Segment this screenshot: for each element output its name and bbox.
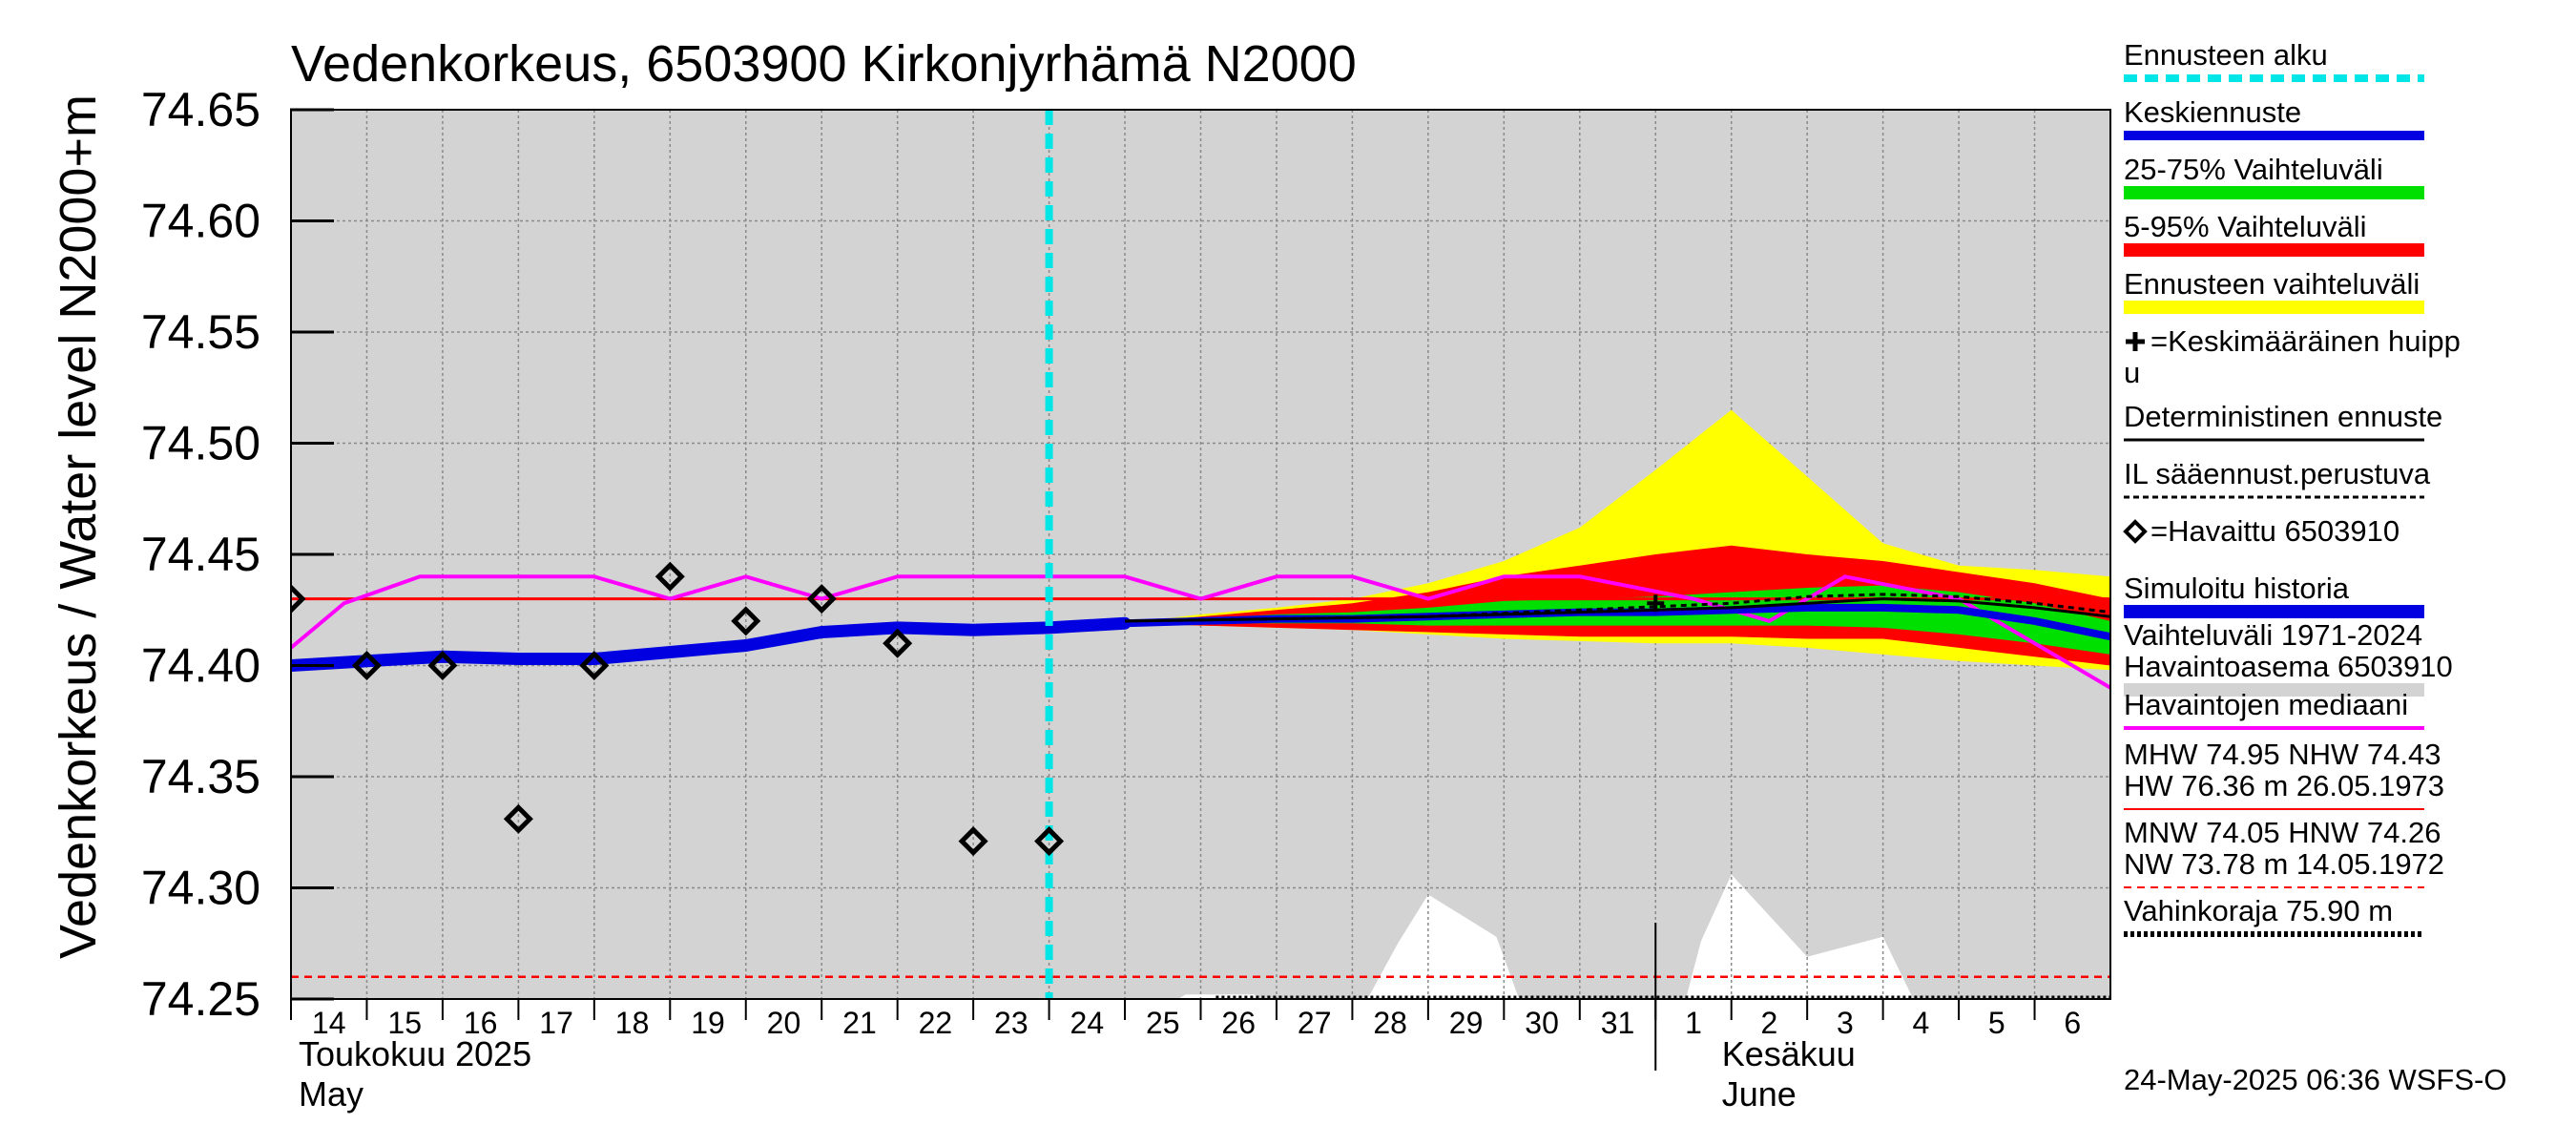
legend-label-2: NW 73.78 m 14.05.1972 bbox=[2124, 847, 2444, 881]
observed-point bbox=[1034, 826, 1065, 857]
observed-point bbox=[883, 628, 913, 658]
x-day-label: 6 bbox=[2064, 1006, 2081, 1040]
legend-label: MNW 74.05 HNW 74.26 bbox=[2124, 816, 2441, 849]
x-day-label: 21 bbox=[842, 1006, 877, 1040]
legend-label: Vaihteluväli 1971-2024 bbox=[2124, 618, 2422, 652]
legend-label: MHW 74.95 NHW 74.43 bbox=[2124, 738, 2441, 771]
x-day-label: 23 bbox=[994, 1006, 1028, 1040]
month-label-june-en: June bbox=[1722, 1074, 1797, 1114]
observed-point bbox=[806, 584, 837, 614]
legend-label: Deterministinen ennuste bbox=[2124, 400, 2442, 433]
x-day-label: 16 bbox=[464, 1006, 498, 1040]
x-day-label: 18 bbox=[615, 1006, 650, 1040]
legend-label: Havaintojen mediaani bbox=[2124, 688, 2408, 721]
y-tick-label: 74.40 bbox=[141, 639, 260, 693]
y-tick-label: 74.50 bbox=[141, 417, 260, 470]
x-day-label: 19 bbox=[691, 1006, 725, 1040]
y-tick-label: 74.60 bbox=[141, 195, 260, 248]
plot-clip-group bbox=[291, 110, 2110, 999]
legend-label: Ennusteen vaihteluväli bbox=[2124, 267, 2420, 301]
observed-median-line bbox=[291, 574, 2110, 690]
legend-label: =Keskimääräinen huipp bbox=[2150, 324, 2461, 358]
month-label-may-en: May bbox=[299, 1074, 364, 1114]
x-day-label: 25 bbox=[1146, 1006, 1180, 1040]
il-forecast-line bbox=[1124, 593, 2110, 623]
observed-point bbox=[351, 650, 382, 681]
y-tick-label: 74.55 bbox=[141, 305, 260, 359]
x-day-label: 20 bbox=[767, 1006, 801, 1040]
x-day-label: 26 bbox=[1221, 1006, 1256, 1040]
chart-title: Vedenkorkeus, 6503900 Kirkonjyrhämä N200… bbox=[291, 35, 1357, 93]
observed-point bbox=[731, 606, 761, 636]
legend-label-2: HW 76.36 m 26.05.1973 bbox=[2124, 769, 2444, 802]
legend-label: 5-95% Vaihteluväli bbox=[2124, 210, 2366, 243]
x-day-label: 28 bbox=[1373, 1006, 1407, 1040]
observed-point bbox=[427, 650, 458, 681]
plot-area bbox=[291, 110, 2110, 999]
legend-label: =Havaittu 6503910 bbox=[2150, 514, 2399, 548]
x-day-label: 27 bbox=[1298, 1006, 1332, 1040]
legend-label: 25-75% Vaihteluväli bbox=[2124, 153, 2383, 186]
x-day-label: 24 bbox=[1070, 1006, 1105, 1040]
x-day-label: 14 bbox=[312, 1006, 346, 1040]
x-day-label: 2 bbox=[1761, 1006, 1778, 1040]
y-axis-label: Vedenkorkeus / Water level N2000+m bbox=[50, 94, 107, 959]
y-tick-label: 74.35 bbox=[141, 750, 260, 803]
x-day-label: 5 bbox=[1988, 1006, 2005, 1040]
legend-plus-icon bbox=[2126, 332, 2145, 351]
x-day-label: 29 bbox=[1449, 1006, 1484, 1040]
legend-label: Ennusteen alku bbox=[2124, 38, 2328, 72]
legend-label: Simuloitu historia bbox=[2124, 572, 2350, 605]
observed-point bbox=[579, 650, 610, 681]
y-tick-label: 74.65 bbox=[141, 83, 260, 136]
observed-point bbox=[654, 561, 685, 592]
observed-point bbox=[958, 826, 988, 857]
timestamp-footer: 24-May-2025 06:36 WSFS-O bbox=[2124, 1063, 2506, 1096]
x-day-label: 3 bbox=[1837, 1006, 1854, 1040]
observed-point bbox=[291, 584, 306, 614]
month-label-june-fi: Kesäkuu bbox=[1722, 1034, 1856, 1073]
x-day-label: 17 bbox=[539, 1006, 573, 1040]
x-day-label: 1 bbox=[1685, 1006, 1702, 1040]
variation-range-lower-gap bbox=[291, 874, 2110, 999]
y-tick-label: 74.30 bbox=[141, 862, 260, 915]
x-day-label: 22 bbox=[919, 1006, 953, 1040]
x-day-label: 30 bbox=[1525, 1006, 1559, 1040]
legend-label: IL sääennust.perustuva bbox=[2124, 457, 2431, 490]
legend-label: Keskiennuste bbox=[2124, 95, 2301, 129]
axes: 74.25 74.30 74.35 74.40 74.45 74.50 74.55 74.60… bbox=[141, 83, 2111, 1114]
y-tick-label: 74.25 bbox=[141, 972, 260, 1026]
legend-label-2: Havaintoasema 6503910 bbox=[2124, 650, 2453, 683]
x-day-label: 4 bbox=[1912, 1006, 1929, 1040]
month-label-may-fi: Toukokuu 2025 bbox=[299, 1034, 531, 1073]
band-25-75 bbox=[1125, 585, 2110, 655]
y-tick-label: 74.45 bbox=[141, 528, 260, 581]
deterministic-forecast-line bbox=[1124, 597, 2110, 623]
legend-label-2: u bbox=[2124, 356, 2140, 389]
x-day-label: 31 bbox=[1601, 1006, 1635, 1040]
legend: Ennusteen alku Keskiennuste 25-75% Vaihtel… bbox=[2123, 38, 2461, 937]
observed-point bbox=[503, 803, 533, 834]
mean-peak-marker bbox=[1647, 594, 1665, 613]
legend-diamond-icon bbox=[2123, 519, 2148, 544]
x-day-label: 15 bbox=[387, 1006, 422, 1040]
simulated-history-line bbox=[291, 616, 1132, 672]
legend-label: Vahinkoraja 75.90 m bbox=[2124, 894, 2393, 927]
